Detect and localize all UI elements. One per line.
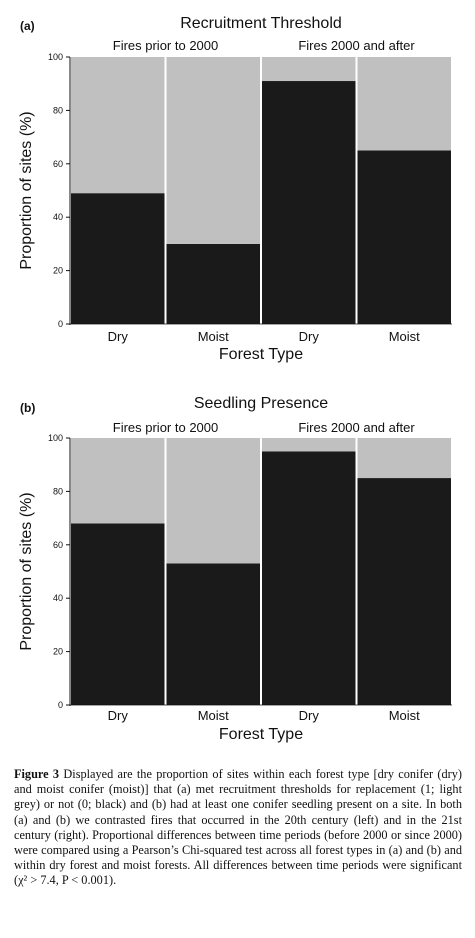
y-tick-label: 80 xyxy=(53,105,63,115)
bar-not-met-moist xyxy=(166,243,260,324)
bar-not-met-dry xyxy=(71,523,165,705)
y-tick-label: 100 xyxy=(48,433,63,443)
y-tick-label: 20 xyxy=(53,266,63,276)
bar-not-met-dry xyxy=(262,451,356,705)
panel-a: (a) Recruitment Threshold Dry Moist Dry Moist… xyxy=(18,15,452,363)
x-axis-title: Forest Type xyxy=(219,726,303,743)
x-tick-label: Dry xyxy=(299,708,320,723)
x-tick-label: Moist xyxy=(198,708,229,723)
y-axis-title: Proportion of sites (%) xyxy=(18,111,35,269)
bar-met-moist xyxy=(166,438,260,564)
bar-met-moist xyxy=(357,438,451,479)
bar-not-met-moist xyxy=(166,563,260,705)
y-tick-label: 0 xyxy=(58,700,63,710)
caption-label: Figure 3 xyxy=(14,767,60,781)
x-tick-label: Moist xyxy=(389,329,420,344)
chart-title: Recruitment Threshold xyxy=(180,15,342,32)
y-tick-label: 60 xyxy=(53,540,63,550)
caption-text: Displayed are the proportion of sites wi… xyxy=(14,767,462,888)
bar-met-dry xyxy=(262,57,356,82)
x-tick-label: Moist xyxy=(389,708,420,723)
bar-met-dry xyxy=(71,57,165,194)
y-tick-label: 100 xyxy=(48,52,63,62)
bar-not-met-moist xyxy=(357,478,451,705)
group-label: Fires 2000 and after xyxy=(298,38,415,53)
figure-caption: Figure 3 Displayed are the proportion of… xyxy=(14,767,462,889)
group-label: Fires 2000 and after xyxy=(298,420,415,435)
panel-label: (b) xyxy=(20,401,35,415)
bar-met-dry xyxy=(262,438,356,452)
bar-met-moist xyxy=(166,57,260,244)
y-tick-label: 60 xyxy=(53,159,63,169)
y-tick-label: 0 xyxy=(58,319,63,329)
x-tick-label: Dry xyxy=(299,329,320,344)
figure: (a) Recruitment Threshold Dry Moist Dry Moist… xyxy=(18,15,452,743)
x-tick-label: Dry xyxy=(108,329,129,344)
y-tick-label: 40 xyxy=(53,593,63,603)
panel-label: (a) xyxy=(20,19,35,33)
x-axis-title: Forest Type xyxy=(219,346,303,363)
bar-not-met-dry xyxy=(262,81,356,324)
y-axis-title: Proportion of sites (%) xyxy=(18,492,35,650)
x-tick-label: Dry xyxy=(108,708,129,723)
panel-b: (b) Seedling Presence Dry Moist Dry Moist Fire… xyxy=(18,395,452,743)
bar-not-met-dry xyxy=(71,193,165,324)
group-label: Fires prior to 2000 xyxy=(113,38,219,53)
bar-met-dry xyxy=(71,438,165,524)
group-label: Fires prior to 2000 xyxy=(113,420,219,435)
bar-not-met-moist xyxy=(357,150,451,324)
y-tick-label: 80 xyxy=(53,486,63,496)
y-tick-label: 20 xyxy=(53,647,63,657)
chart-title: Seedling Presence xyxy=(194,395,328,412)
bar-met-moist xyxy=(357,57,451,151)
x-tick-label: Moist xyxy=(198,329,229,344)
y-tick-label: 40 xyxy=(53,212,63,222)
